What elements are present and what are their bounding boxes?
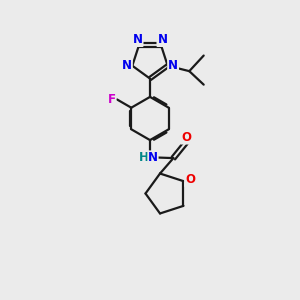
Text: O: O — [185, 173, 195, 186]
Text: N: N — [158, 33, 167, 46]
Text: F: F — [108, 93, 116, 106]
Text: N: N — [122, 59, 132, 72]
Text: N: N — [168, 59, 178, 72]
Text: N: N — [148, 151, 158, 164]
Text: N: N — [133, 33, 142, 46]
Text: H: H — [139, 151, 148, 164]
Text: O: O — [181, 130, 191, 144]
